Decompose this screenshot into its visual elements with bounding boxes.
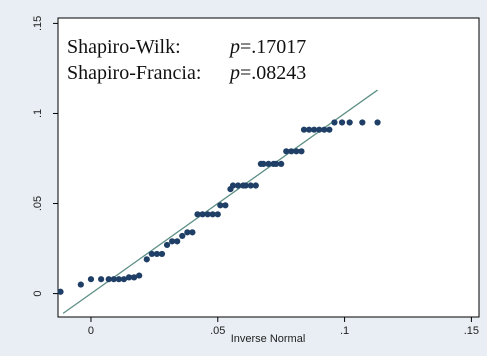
data-point-25: [214, 211, 221, 218]
y-tick-label-2: .1: [32, 109, 44, 118]
annotation-shapiro-francia-label: Shapiro-Francia:: [67, 62, 201, 84]
data-point-21: [194, 211, 201, 218]
data-point-49: [321, 126, 328, 133]
data-point-14: [158, 250, 166, 258]
data-point-22: [199, 211, 206, 218]
data-point-42: [288, 148, 295, 155]
data-point-51: [331, 119, 338, 126]
data-point-1: [77, 281, 84, 288]
data-point-13: [153, 250, 161, 258]
data-point-6: [115, 276, 122, 283]
data-point-19: [184, 229, 191, 236]
data-point-24: [209, 211, 216, 218]
x-tick-label-3: .15: [464, 325, 479, 337]
x-axis-label: Inverse Normal: [231, 333, 306, 345]
y-tick-label-1: .05: [32, 196, 44, 211]
data-point-17: [174, 238, 181, 245]
data-point-30: [234, 182, 242, 189]
data-point-37: [265, 160, 272, 167]
data-point-8: [125, 274, 133, 281]
x-tick-label-2: .1: [340, 325, 349, 337]
annotation-shapiro-francia-p: p=.08243: [228, 62, 306, 84]
data-point-34: [252, 182, 259, 189]
x-tick-label-0: 0: [88, 325, 94, 337]
data-point-45: [300, 126, 308, 133]
y-axis: 0 .05 .1 .15: [32, 16, 59, 317]
data-point-36: [260, 160, 267, 167]
data-point-54: [359, 119, 366, 126]
data-point-43: [293, 148, 300, 155]
x-tick-label-1: .05: [210, 325, 225, 337]
data-point-11: [143, 256, 150, 263]
data-point-7: [120, 276, 128, 283]
data-point-4: [105, 276, 112, 283]
data-point-29: [229, 182, 237, 189]
y-tick-label-0: 0: [32, 291, 44, 297]
data-point-46: [305, 126, 313, 133]
data-point-3: [98, 276, 105, 283]
data-point-55: [374, 119, 381, 126]
data-point-52: [338, 119, 346, 126]
data-point-0: [57, 288, 64, 295]
x-axis: 0 .05 .1 .15: [58, 316, 479, 337]
y-tick-label-3: .15: [32, 16, 44, 31]
data-point-10: [136, 272, 143, 279]
data-point-20: [189, 229, 196, 236]
data-point-26: [217, 202, 224, 209]
annotation-shapiro-wilk-p: p=.17017: [228, 36, 306, 58]
data-point-33: [247, 182, 254, 189]
data-point-15: [163, 241, 171, 249]
data-point-44: [298, 148, 305, 155]
points-layer: [57, 119, 381, 295]
data-point-12: [148, 250, 155, 258]
data-point-32: [242, 182, 249, 189]
data-point-9: [130, 274, 138, 281]
data-point-5: [110, 276, 117, 283]
annotation-shapiro-wilk-label: Shapiro-Wilk:: [67, 36, 181, 58]
data-point-2: [87, 276, 95, 283]
data-point-47: [311, 126, 318, 133]
data-point-23: [204, 211, 211, 218]
data-point-16: [169, 238, 176, 245]
data-point-53: [346, 119, 353, 126]
data-point-18: [179, 232, 186, 240]
data-point-27: [222, 202, 229, 209]
data-point-39: [273, 160, 280, 167]
data-point-48: [316, 126, 323, 133]
data-point-41: [283, 148, 290, 155]
data-point-40: [278, 160, 285, 167]
data-point-50: [326, 126, 333, 133]
